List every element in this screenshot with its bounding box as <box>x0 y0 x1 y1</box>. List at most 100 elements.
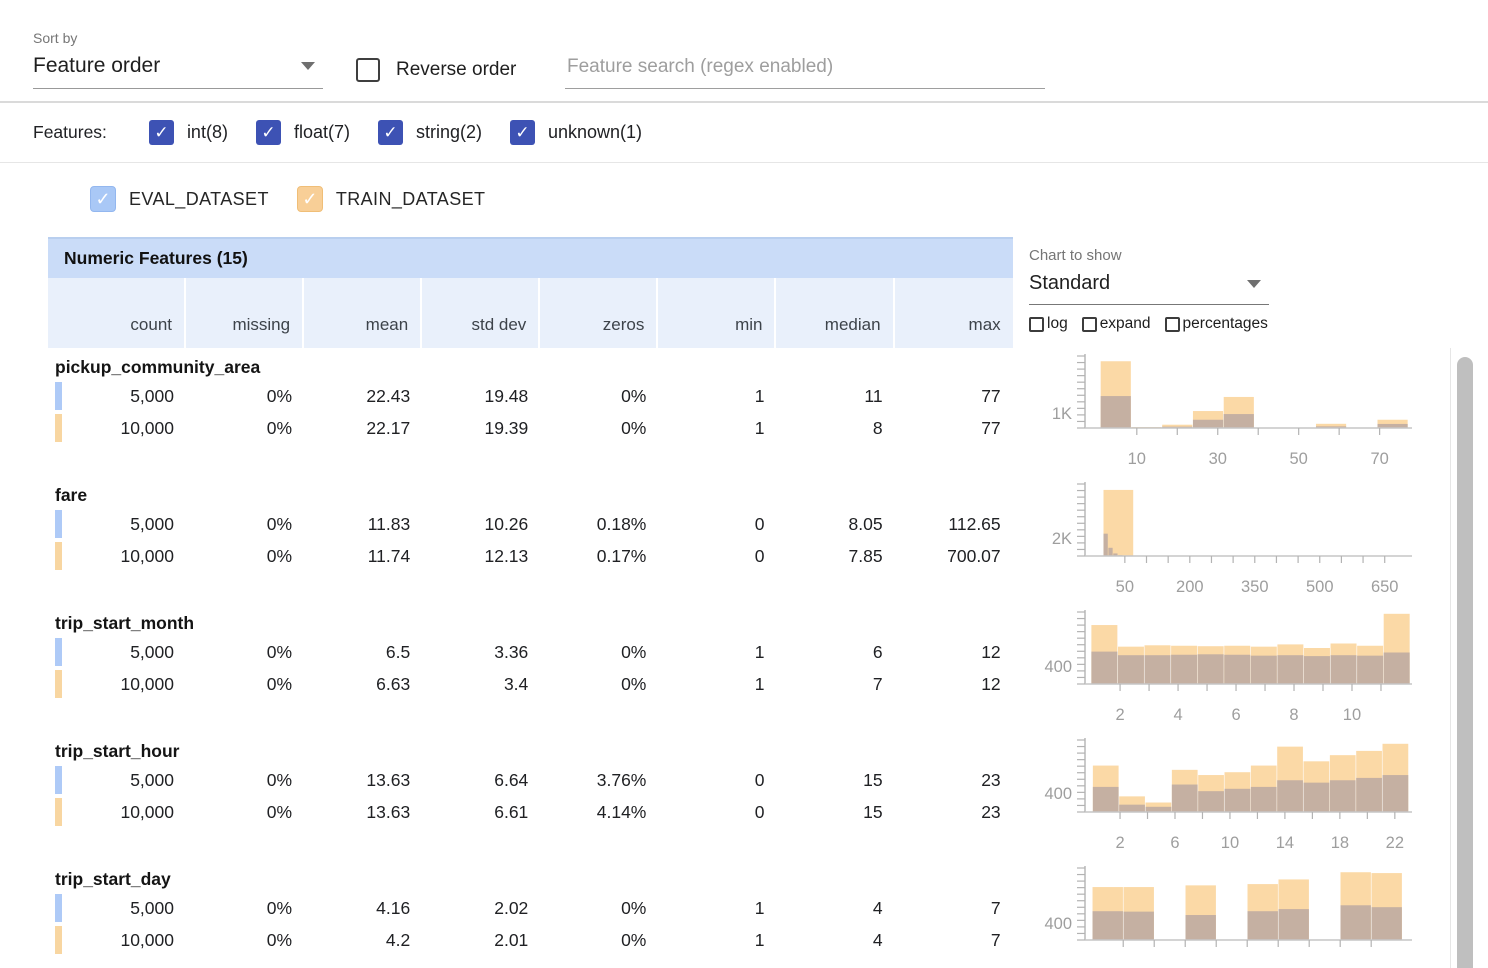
toggle-expand: expand <box>1082 315 1151 333</box>
column-headers: count missing mean std dev zeros min med… <box>48 278 1013 348</box>
stat-value: 0% <box>186 636 304 668</box>
stat-value: 0% <box>186 892 304 924</box>
overlap-bar <box>1248 911 1278 940</box>
expand-checkbox[interactable] <box>1082 317 1097 332</box>
overlap-bar <box>1277 655 1303 684</box>
overlap-bar <box>1225 789 1251 812</box>
stat-value: 0% <box>186 796 304 828</box>
chart-type-select[interactable]: Standard <box>1029 272 1269 305</box>
stat-row: 5,0000%6.53.360%1612 <box>48 636 1013 668</box>
search-input[interactable] <box>565 52 1045 89</box>
stat-row: 10,0000%22.1719.390%1877 <box>48 412 1013 444</box>
stat-value: 7 <box>895 924 1013 956</box>
overlap-bar <box>1198 654 1224 684</box>
stat-value: 6.61 <box>422 796 540 828</box>
percentages-checkbox[interactable] <box>1165 317 1180 332</box>
overlap-bar <box>1383 775 1409 812</box>
feature-histogram[interactable]: 246810400 <box>1035 604 1415 732</box>
train-dataset-checkbox[interactable]: ✓ <box>297 186 323 212</box>
overlap-bar <box>1356 778 1382 812</box>
float-checkbox[interactable]: ✓ <box>256 120 281 145</box>
stat-value: 0% <box>540 924 658 956</box>
x-tick-label: 10 <box>1343 706 1361 724</box>
overlap-bar <box>1103 534 1107 556</box>
expand-label: expand <box>1100 315 1151 333</box>
stat-value: 2.02 <box>422 892 540 924</box>
stat-value: 4.2 <box>304 924 422 956</box>
chart-to-show-label: Chart to show <box>1029 247 1450 264</box>
int-label: int(8) <box>187 122 228 143</box>
stat-value: 23 <box>895 764 1013 796</box>
stat-value: 1 <box>658 892 776 924</box>
stat-value: 1 <box>658 636 776 668</box>
overlap-bar <box>1224 655 1250 684</box>
scrollbar-thumb[interactable] <box>1457 357 1473 968</box>
overlap-bar <box>1330 780 1356 812</box>
stat-value: 4 <box>776 892 894 924</box>
filter-float: ✓ float(7) <box>256 120 350 145</box>
stat-value: 1 <box>658 412 776 444</box>
overlap-bar <box>1093 911 1123 940</box>
stat-value: 0% <box>186 412 304 444</box>
feature-histogram[interactable]: 2610141822400 <box>1035 732 1415 860</box>
feature-histogram[interactable]: 400 <box>1035 860 1415 968</box>
stat-value: 77 <box>895 380 1013 412</box>
eval-dataset-marker <box>55 638 62 666</box>
overlap-bar <box>1279 909 1309 940</box>
log-checkbox[interactable] <box>1029 317 1044 332</box>
string-label: string(2) <box>416 122 482 143</box>
feature-stats: fare 5,0000%11.8310.260.18%08.05112.6510… <box>48 476 1013 604</box>
top-toolbar: Sort by Feature order Reverse order <box>0 0 1488 103</box>
string-checkbox[interactable]: ✓ <box>378 120 403 145</box>
feature-block: trip_start_hour 5,0000%13.636.643.76%015… <box>48 732 1450 860</box>
int-checkbox[interactable]: ✓ <box>149 120 174 145</box>
x-tick-label: 6 <box>1170 834 1179 852</box>
overlap-bar <box>1198 791 1224 812</box>
eval-dataset-marker <box>55 894 62 922</box>
feature-name: trip_start_month <box>48 610 1013 636</box>
stat-value: 13.63 <box>304 764 422 796</box>
x-tick-label: 200 <box>1176 578 1204 596</box>
stat-value: 0% <box>540 892 658 924</box>
stat-value: 19.48 <box>422 380 540 412</box>
x-tick-label: 650 <box>1371 578 1399 596</box>
stat-value: 4.16 <box>304 892 422 924</box>
train-dataset-label: TRAIN_DATASET <box>336 189 486 210</box>
overlap-bar <box>1093 787 1119 812</box>
stat-value: 0% <box>186 668 304 700</box>
feature-histogram[interactable]: 103050701K <box>1035 348 1415 476</box>
stat-value: 15 <box>776 764 894 796</box>
stat-value: 23 <box>895 796 1013 828</box>
overlap-bar <box>1224 414 1254 428</box>
x-tick-label: 22 <box>1386 834 1404 852</box>
overlap-bar <box>1357 656 1383 684</box>
chart-type-value: Standard <box>1029 272 1110 295</box>
y-axis-label: 2K <box>1052 530 1072 548</box>
stat-value: 0% <box>186 508 304 540</box>
scrollbar-track <box>1450 348 1451 968</box>
x-tick-label: 30 <box>1209 450 1227 468</box>
reverse-order-checkbox[interactable] <box>356 58 380 82</box>
stat-value: 7 <box>895 892 1013 924</box>
sort-by-select[interactable]: Feature order <box>33 54 323 89</box>
stat-value: 11.74 <box>304 540 422 572</box>
stat-value: 0% <box>186 380 304 412</box>
overlap-bar <box>1171 655 1197 684</box>
stat-value: 7 <box>776 668 894 700</box>
stat-value: 6.64 <box>422 764 540 796</box>
overlap-bar <box>1304 783 1330 812</box>
x-tick-label: 18 <box>1331 834 1349 852</box>
y-axis-label: 400 <box>1044 915 1072 933</box>
stat-value: 700.07 <box>895 540 1013 572</box>
feature-histogram[interactable]: 502003505006502K <box>1035 476 1415 604</box>
stat-value: 5,000 <box>48 380 186 412</box>
feature-name: fare <box>48 482 1013 508</box>
stat-value: 3.4 <box>422 668 540 700</box>
dataset-legend: ✓ EVAL_DATASET ✓ TRAIN_DATASET <box>0 163 1488 235</box>
eval-dataset-marker <box>55 766 62 794</box>
x-tick-label: 500 <box>1306 578 1334 596</box>
chevron-down-icon <box>301 62 315 70</box>
eval-dataset-checkbox[interactable]: ✓ <box>90 186 116 212</box>
feature-stats: trip_start_hour 5,0000%13.636.643.76%015… <box>48 732 1013 860</box>
unknown-checkbox[interactable]: ✓ <box>510 120 535 145</box>
